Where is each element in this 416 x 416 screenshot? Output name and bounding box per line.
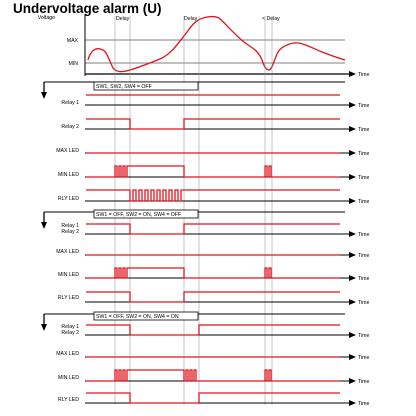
voltage-time-label: Time	[358, 72, 369, 78]
time-arrow	[349, 354, 356, 360]
row-label: RLY LED	[58, 295, 79, 301]
time-arrow	[349, 252, 356, 258]
time-label: Time	[358, 300, 369, 306]
section-arrow-head	[41, 222, 47, 229]
signal-line	[86, 118, 340, 130]
time-arrow	[349, 126, 356, 132]
guide-lines	[114, 16, 273, 405]
row-label: RLY LED	[58, 397, 79, 403]
delay-label: Delay	[116, 16, 130, 22]
signal-line	[86, 291, 340, 303]
min-label: MIN	[68, 61, 78, 67]
time-label: Time	[358, 253, 369, 259]
time-label: Time	[358, 355, 369, 361]
signal-line	[86, 324, 340, 336]
config-label: SW1, SW2, SW4 = OFF	[96, 84, 152, 90]
signal-line	[86, 267, 340, 279]
config-label: SW1 = OFF, SW2 = ON, SW4 = ON	[96, 314, 179, 320]
time-label: Time	[358, 127, 369, 133]
delay-label: < Delay	[262, 16, 280, 22]
row-label: MAX LED	[56, 249, 79, 255]
signal-line	[86, 189, 340, 202]
time-label: Time	[358, 199, 369, 205]
voltage-panel: Voltage MAX MIN Time	[38, 15, 369, 78]
time-label: Time	[358, 232, 369, 238]
row-label: Relay 2	[61, 124, 79, 130]
max-label: MAX	[67, 38, 79, 44]
time-label: Time	[358, 379, 369, 385]
voltage-axis-label: Voltage	[38, 15, 55, 21]
time-label: Time	[358, 151, 369, 157]
config-label: SW1 = OFF, SW2 = ON, SW4 = OFF	[96, 212, 181, 218]
time-label: Time	[358, 276, 369, 282]
time-label: Time	[358, 333, 369, 339]
section-1: SW1, SW2, SW4 = OFF Relay 1 Time Relay 2…	[41, 81, 369, 205]
time-arrow	[349, 275, 356, 281]
row-label: MAX LED	[56, 148, 79, 154]
row-label: MIN LED	[58, 375, 79, 381]
config-box	[93, 311, 199, 321]
time-arrow	[349, 378, 356, 384]
signal-line	[86, 369, 340, 382]
voltage-curve	[87, 15, 346, 73]
row-label: Relay 1	[61, 324, 79, 330]
time-arrow	[349, 299, 356, 305]
voltage-time-arrow	[349, 71, 356, 77]
row-label: MIN LED	[58, 172, 79, 178]
row-label: Relay 1	[61, 100, 79, 106]
row-label: MIN LED	[58, 272, 79, 278]
time-label: Time	[358, 103, 369, 109]
time-arrow	[349, 150, 356, 156]
signal-line	[86, 392, 340, 404]
row-label: Relay 2	[61, 229, 79, 235]
time-arrow	[349, 102, 356, 108]
time-arrow	[349, 231, 356, 237]
row-label: Relay 1	[61, 223, 79, 229]
signal-line	[86, 223, 340, 235]
config-box	[93, 209, 199, 219]
section-2: SW1 = OFF, SW2 = ON, SW4 = OFF Relay 1 R…	[41, 209, 369, 306]
delay-markers: Delay Delay < Delay	[116, 16, 280, 22]
section-arrow-head	[41, 324, 47, 331]
time-arrow	[349, 198, 356, 204]
time-label: Time	[358, 175, 369, 181]
section-3: SW1 = OFF, SW2 = ON, SW4 = ON Relay 1 Re…	[41, 311, 369, 407]
page-title: Undervoltage alarm (U)	[13, 1, 162, 16]
delay-label: Delay	[184, 16, 198, 22]
time-arrow	[349, 174, 356, 180]
signal-line	[86, 165, 340, 178]
row-label: Relay 2	[61, 330, 79, 336]
time-label: Time	[358, 401, 369, 407]
row-label: MAX LED	[56, 351, 79, 357]
time-arrow	[349, 332, 356, 338]
section-arrow-head	[41, 92, 47, 99]
time-arrow	[349, 400, 356, 406]
config-box	[93, 81, 199, 91]
row-label: RLY LED	[58, 196, 79, 202]
